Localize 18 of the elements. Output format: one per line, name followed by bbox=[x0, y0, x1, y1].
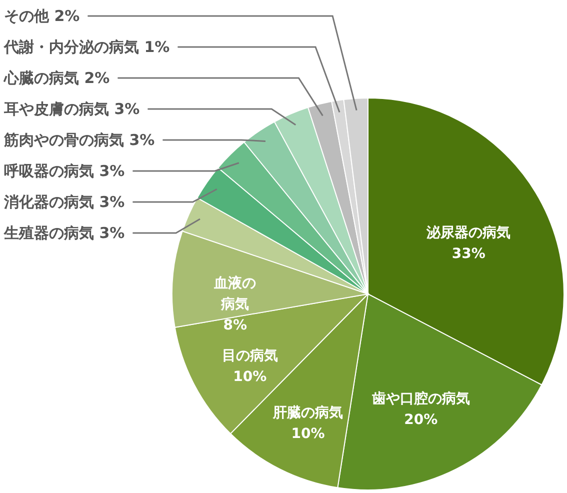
slice-label: 耳や皮膚の病気 3% bbox=[3, 100, 140, 118]
slice-label: 血液の病気 bbox=[213, 274, 256, 313]
slice-label: 代謝・内分泌の病気 1% bbox=[3, 38, 170, 56]
slice-label: 歯や口腔の病気 bbox=[370, 390, 470, 408]
slice-label: 筋肉やの骨の病気 3% bbox=[3, 131, 155, 149]
data-label: 8% bbox=[223, 318, 248, 334]
slice-label: 呼吸器の病気 3% bbox=[4, 162, 125, 180]
data-label: 33% bbox=[452, 246, 486, 262]
data-label: 10% bbox=[233, 368, 267, 385]
slice-label: 肝臓の病気 bbox=[272, 404, 344, 422]
slice-label: 泌尿器の病気 bbox=[426, 224, 511, 242]
data-label: 10% bbox=[291, 426, 325, 442]
slice-label: 心臓の病気 2% bbox=[3, 69, 110, 87]
slice-label: 消化器の病気 3% bbox=[3, 193, 125, 211]
slice-label: その他 2% bbox=[4, 7, 80, 25]
slice-label: 目の病気 bbox=[222, 346, 278, 364]
data-label: 20% bbox=[404, 412, 438, 428]
slice-label: 生殖器の病気 3% bbox=[3, 224, 125, 242]
